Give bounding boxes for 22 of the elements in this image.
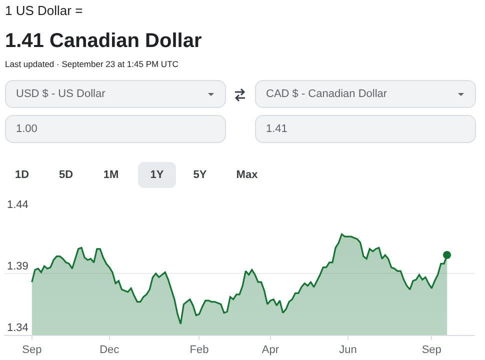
text: 5Y [192, 168, 208, 183]
x-tick-label: Feb [190, 344, 209, 356]
text: Max [235, 168, 259, 183]
text: CAD $ - Canadian Dollar [266, 88, 388, 100]
x-tick-label: Dec [100, 344, 120, 356]
text: 1.41 [266, 123, 288, 135]
x-tick-label: Sep [22, 344, 42, 356]
y-tick-label: 1.34 [7, 322, 28, 334]
x-tick-label: Jun [339, 344, 357, 356]
y-tick-label: 1.44 [7, 199, 28, 212]
x-tick-label: Apr [262, 344, 280, 356]
text: USD $ - US Dollar [16, 88, 106, 100]
y-tick-label: 1.39 [7, 260, 28, 273]
text: 1M [102, 168, 120, 183]
text: 1D [14, 168, 30, 183]
text: 1Y [138, 162, 176, 188]
chart-subtitle: 1.41 Canadian Dollar [5, 30, 202, 53]
text: 5D [58, 168, 74, 183]
x-tick-label: Sep [422, 344, 442, 356]
text: 1.00 [16, 123, 38, 135]
chart-title: 1 US Dollar = [5, 3, 83, 18]
text: Last updated · September 23 at 1:45 PM UTC [5, 59, 178, 69]
